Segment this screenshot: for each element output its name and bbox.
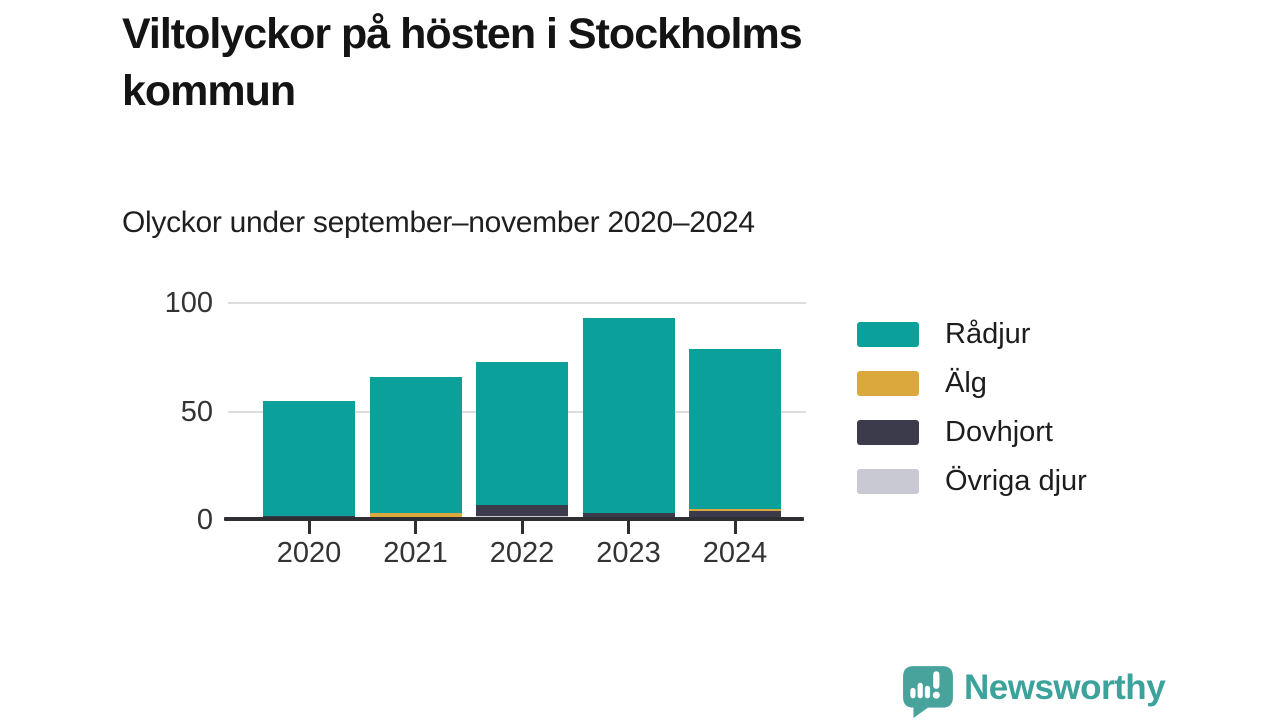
legend-label: Dovhjort [945, 415, 1053, 448]
x-axis-tick [520, 521, 524, 534]
x-axis-tick [414, 521, 417, 534]
x-axis-line [224, 517, 804, 521]
legend-label: Älg [945, 366, 987, 399]
bar-segment-2024-älg [689, 509, 781, 512]
x-axis-tick-label: 2022 [489, 537, 555, 569]
x-axis-tick-label: 2021 [383, 537, 448, 569]
legend-swatch-icon [857, 419, 919, 445]
legend-item: Rådjur [857, 317, 1087, 350]
brand-name: Newsworthy [964, 668, 1166, 707]
x-axis-tick [733, 521, 737, 534]
bar-segment-2022-rådjur [476, 361, 568, 505]
chart-subtitle: Olyckor under september–november 2020–20… [122, 206, 755, 239]
bar-segment-2020-rådjur [263, 400, 355, 516]
bar-segment-2024-rådjur [689, 348, 781, 510]
legend-item: Dovhjort [857, 415, 1087, 448]
legend-item: Älg [857, 366, 1087, 399]
page-title: Viltolyckor på hösten i Stockholms kommu… [122, 10, 803, 115]
x-axis-tick [307, 521, 311, 534]
bar-segment-2022-dovhjort [476, 504, 568, 516]
bar-segment-2021-älg [369, 513, 462, 520]
bar-segment-2024-dovhjort [689, 511, 781, 520]
newsworthy-speech-bubble-chart-icon [901, 664, 955, 718]
bar-segment-2020-dovhjort [263, 515, 355, 518]
chart-legend: Rådjur Älg Dovhjort Övriga djur [857, 317, 1087, 497]
x-axis-tick-label: 2023 [596, 537, 661, 569]
bar-segment-2021-rådjur [369, 376, 462, 514]
legend-item: Övriga djur [857, 464, 1087, 497]
bar-segment-2023-dovhjort [582, 513, 675, 518]
legend-label: Rådjur [945, 317, 1031, 350]
legend-swatch-icon [857, 468, 919, 494]
x-axis-tick-label: 2024 [702, 537, 768, 569]
bar-segment-2023-rådjur [582, 318, 675, 514]
legend-label: Övriga djur [945, 464, 1087, 497]
x-axis-tick-label: 2020 [276, 537, 342, 569]
gridline-100 [228, 302, 806, 304]
legend-swatch-icon [857, 321, 919, 347]
legend-swatch-icon [857, 370, 919, 396]
newsworthy-logo: Newsworthy [901, 664, 1166, 718]
y-axis-tick-label: 50 [180, 395, 213, 428]
x-axis-tick [627, 521, 630, 534]
y-axis-tick-label: 100 [164, 287, 213, 319]
y-axis-tick-label: 0 [196, 504, 213, 536]
